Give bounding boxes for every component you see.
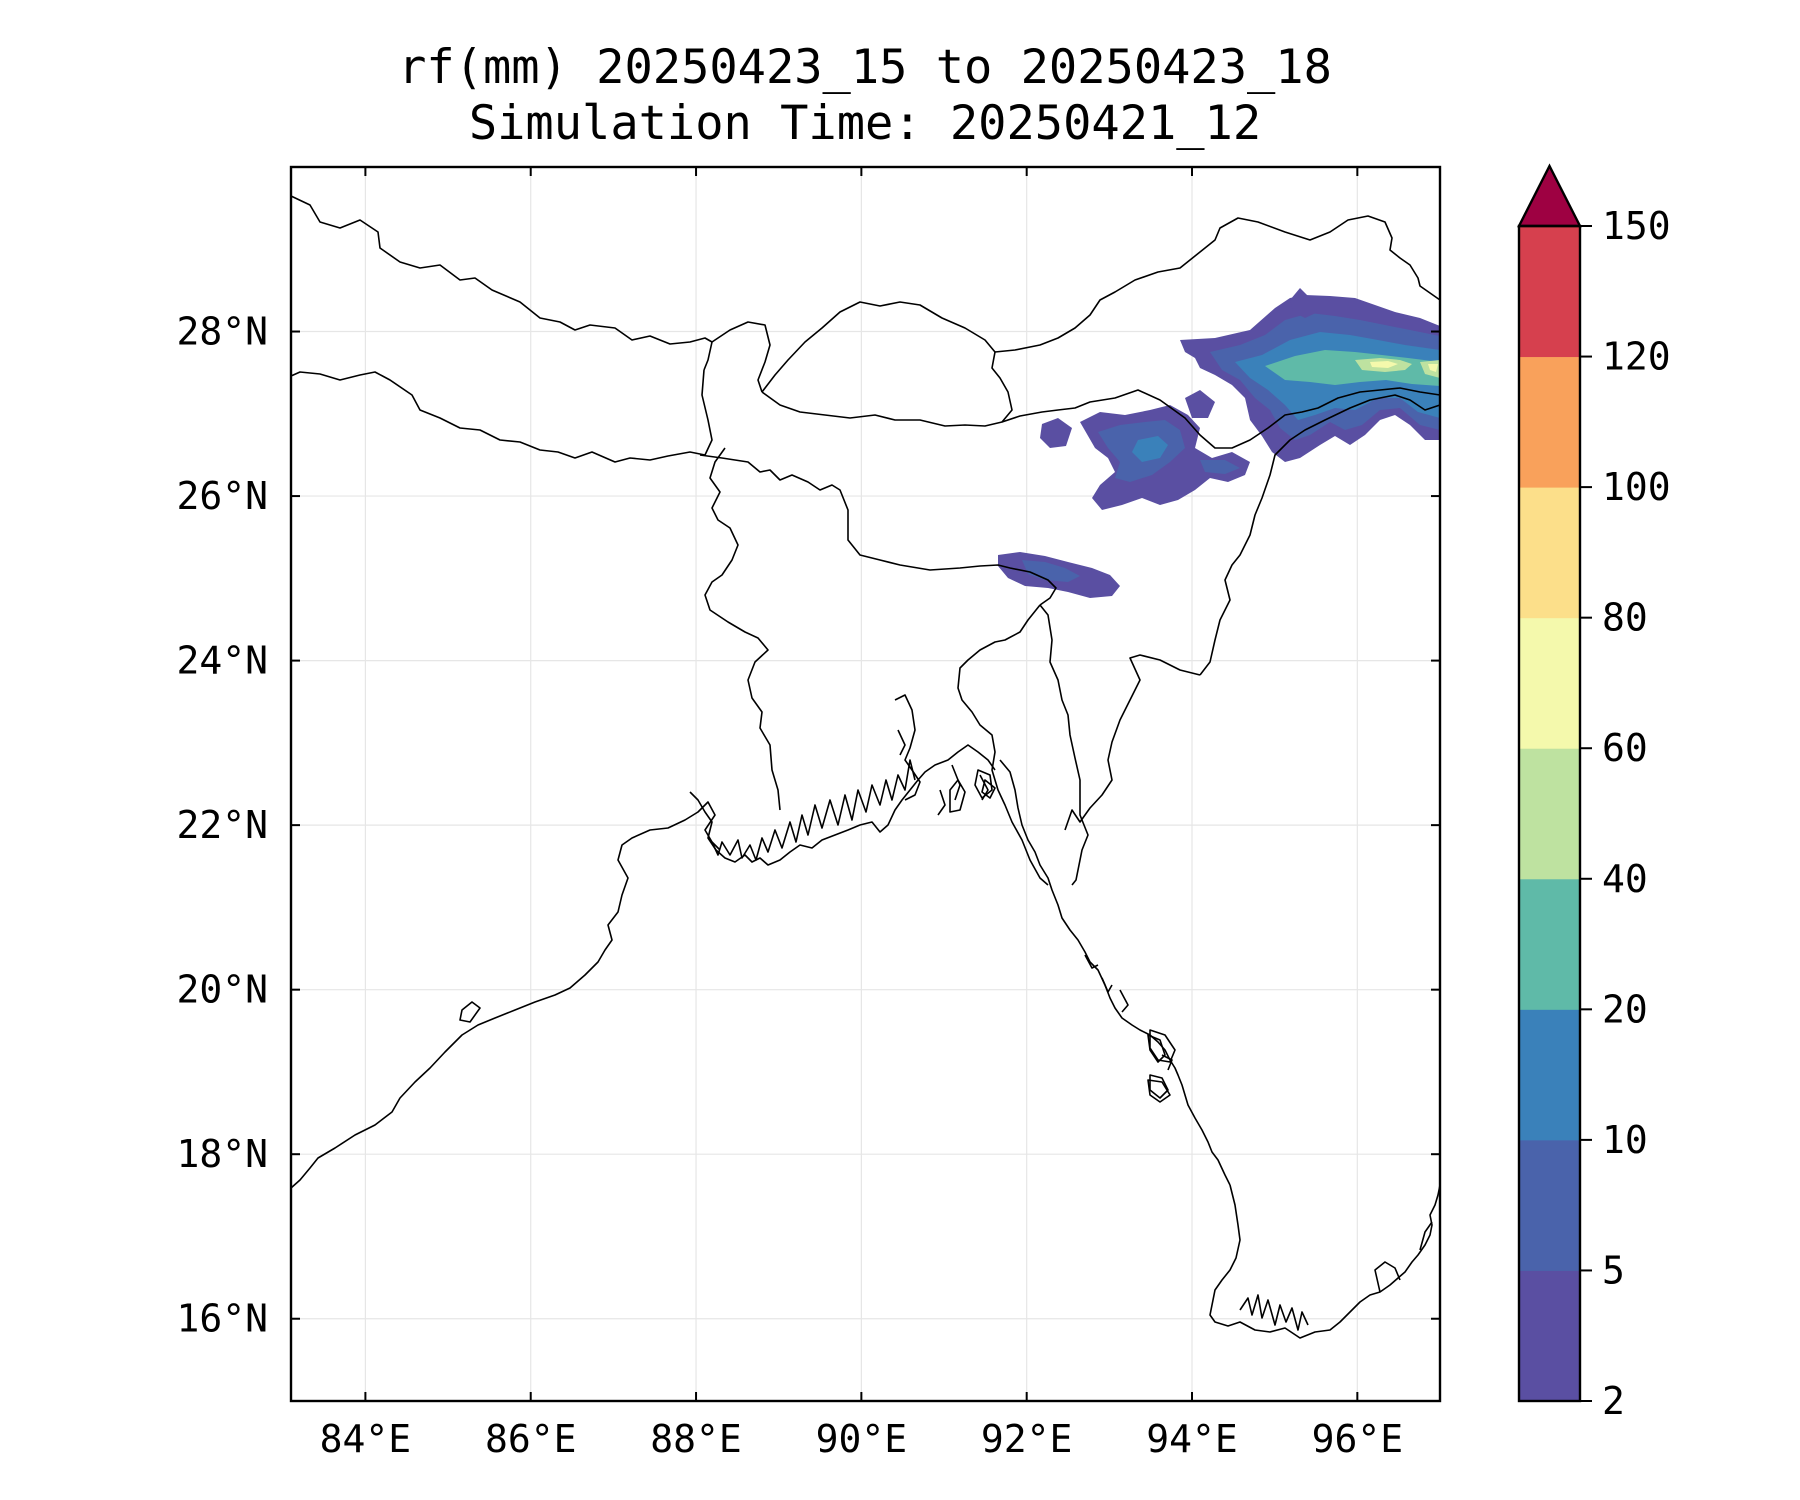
rain-contour-20 [1265, 350, 1440, 386]
border-bangladesh-north [699, 454, 1057, 606]
coastline-sittwe [1161, 1054, 1173, 1071]
rain-contour-2-upper [1290, 288, 1318, 318]
colorbar-tick-label: 120 [1602, 335, 1671, 379]
border-nepal-south [290, 369, 713, 463]
border-tripura [1039, 604, 1089, 886]
rain-area-assam-central [1040, 390, 1250, 510]
colorbar-segment [1519, 1009, 1580, 1141]
coastline-lake [981, 779, 996, 799]
x-tick-label: 86°E [485, 1417, 577, 1461]
colorbar-extend-arrow [1517, 163, 1582, 228]
colorbar-tick-label: 20 [1602, 987, 1648, 1031]
x-tick-label: 96°E [1312, 1417, 1404, 1461]
colorbar-frame [1517, 224, 1582, 1403]
border-sikkim [711, 321, 771, 393]
coastline-chittagong-rakhine [999, 759, 1231, 1186]
island-cheduba [1147, 1079, 1171, 1103]
coastline-chilika [459, 1001, 481, 1023]
y-tick-label: 16°N [176, 1297, 268, 1341]
rain-contour-2-west [1040, 418, 1072, 448]
colorbar-tick-label: 40 [1602, 857, 1648, 901]
y-tick-label: 28°N [176, 310, 268, 354]
coastline-sundarbans-creeks [711, 759, 916, 861]
colorbar-segment [1519, 356, 1580, 488]
border-nepal-north [290, 195, 713, 345]
colorbar-segment [1519, 226, 1580, 358]
x-tick-label: 88°E [650, 1417, 742, 1461]
colorbar-segment [1519, 1139, 1580, 1271]
coastlines-and-borders [290, 195, 1441, 1339]
y-tick-label: 18°N [176, 1132, 268, 1176]
colorbar-tick-label: 5 [1602, 1248, 1625, 1292]
colorbar-tick-label: 150 [1602, 204, 1671, 248]
colorbar-tick-label: 2 [1602, 1379, 1625, 1423]
island-ramree [1149, 1029, 1176, 1063]
border-bangladesh-east [957, 604, 1049, 886]
island-hatiya [974, 769, 993, 799]
coastline-rakhine-islands [1084, 954, 1169, 1099]
y-tick-label: 22°N [176, 803, 268, 847]
map-title-line2: Simulation Time: 20250421_12 [468, 96, 1262, 151]
border-mizoram [1064, 654, 1201, 831]
border-arunachal-south [1001, 387, 1441, 449]
colorbar-segment [1519, 878, 1580, 1010]
coastline-meghna-islands [894, 694, 989, 816]
rain-contour-5 [1098, 420, 1240, 482]
coastline-delta-creeks [1239, 1294, 1309, 1331]
rain-contour-10 [1132, 436, 1168, 462]
border-bangladesh-west [704, 447, 781, 811]
colorbar-tick-label: 100 [1602, 465, 1671, 509]
x-tick-label: 84°E [320, 1417, 412, 1461]
colorbar: 2 5 10 20 40 60 80 100 120 150 [1517, 163, 1671, 1423]
rain-area-meghalaya-sylhet [998, 552, 1120, 598]
y-tick-label: 26°N [176, 474, 268, 518]
x-tick-label: 94°E [1146, 1417, 1238, 1461]
y-tick-label: 24°N [176, 639, 268, 683]
y-axis-ticks: 16°N 18°N 20°N 22°N 24°N 26°N 28°N [176, 310, 1440, 1341]
border-bhutan [761, 301, 1013, 427]
coastline-sundarbans [689, 744, 996, 866]
colorbar-tick-label: 60 [1602, 726, 1648, 770]
colorbar-segment [1519, 1270, 1580, 1402]
colorbar-segment [1519, 617, 1580, 749]
x-axis-ticks: 84°E 86°E 88°E 90°E 92°E 94°E 96°E [320, 167, 1403, 1461]
rain-area-arunachal-east [1180, 288, 1440, 462]
rain-contour-5 [1022, 560, 1080, 582]
colorbar-tick-label: 80 [1602, 596, 1648, 640]
rainfall-contours [998, 288, 1440, 598]
island-bhola [949, 779, 966, 813]
y-tick-label: 20°N [176, 968, 268, 1012]
colorbar-tick-label: 10 [1602, 1118, 1648, 1162]
border-nepal-east [703, 341, 713, 371]
coastline-irrawaddy [1209, 1184, 1441, 1339]
border-arunachal-north [994, 215, 1441, 353]
coastline-odisha-bengal [290, 801, 721, 1189]
rain-contour-2-mid [1185, 390, 1215, 418]
map-title-line1: rf(mm) 20250423_15 to 20250423_18 [398, 40, 1332, 95]
x-tick-label: 92°E [981, 1417, 1073, 1461]
border-myanmar-north [1199, 394, 1441, 676]
rain-contour-60 [1370, 361, 1438, 372]
gridlines [291, 167, 1440, 1401]
map-frame [289, 165, 1442, 1403]
coastline-gulf-martaban [1374, 1221, 1433, 1293]
x-tick-label: 90°E [816, 1417, 908, 1461]
colorbar-segment [1519, 487, 1580, 619]
colorbar-segment [1519, 748, 1580, 880]
